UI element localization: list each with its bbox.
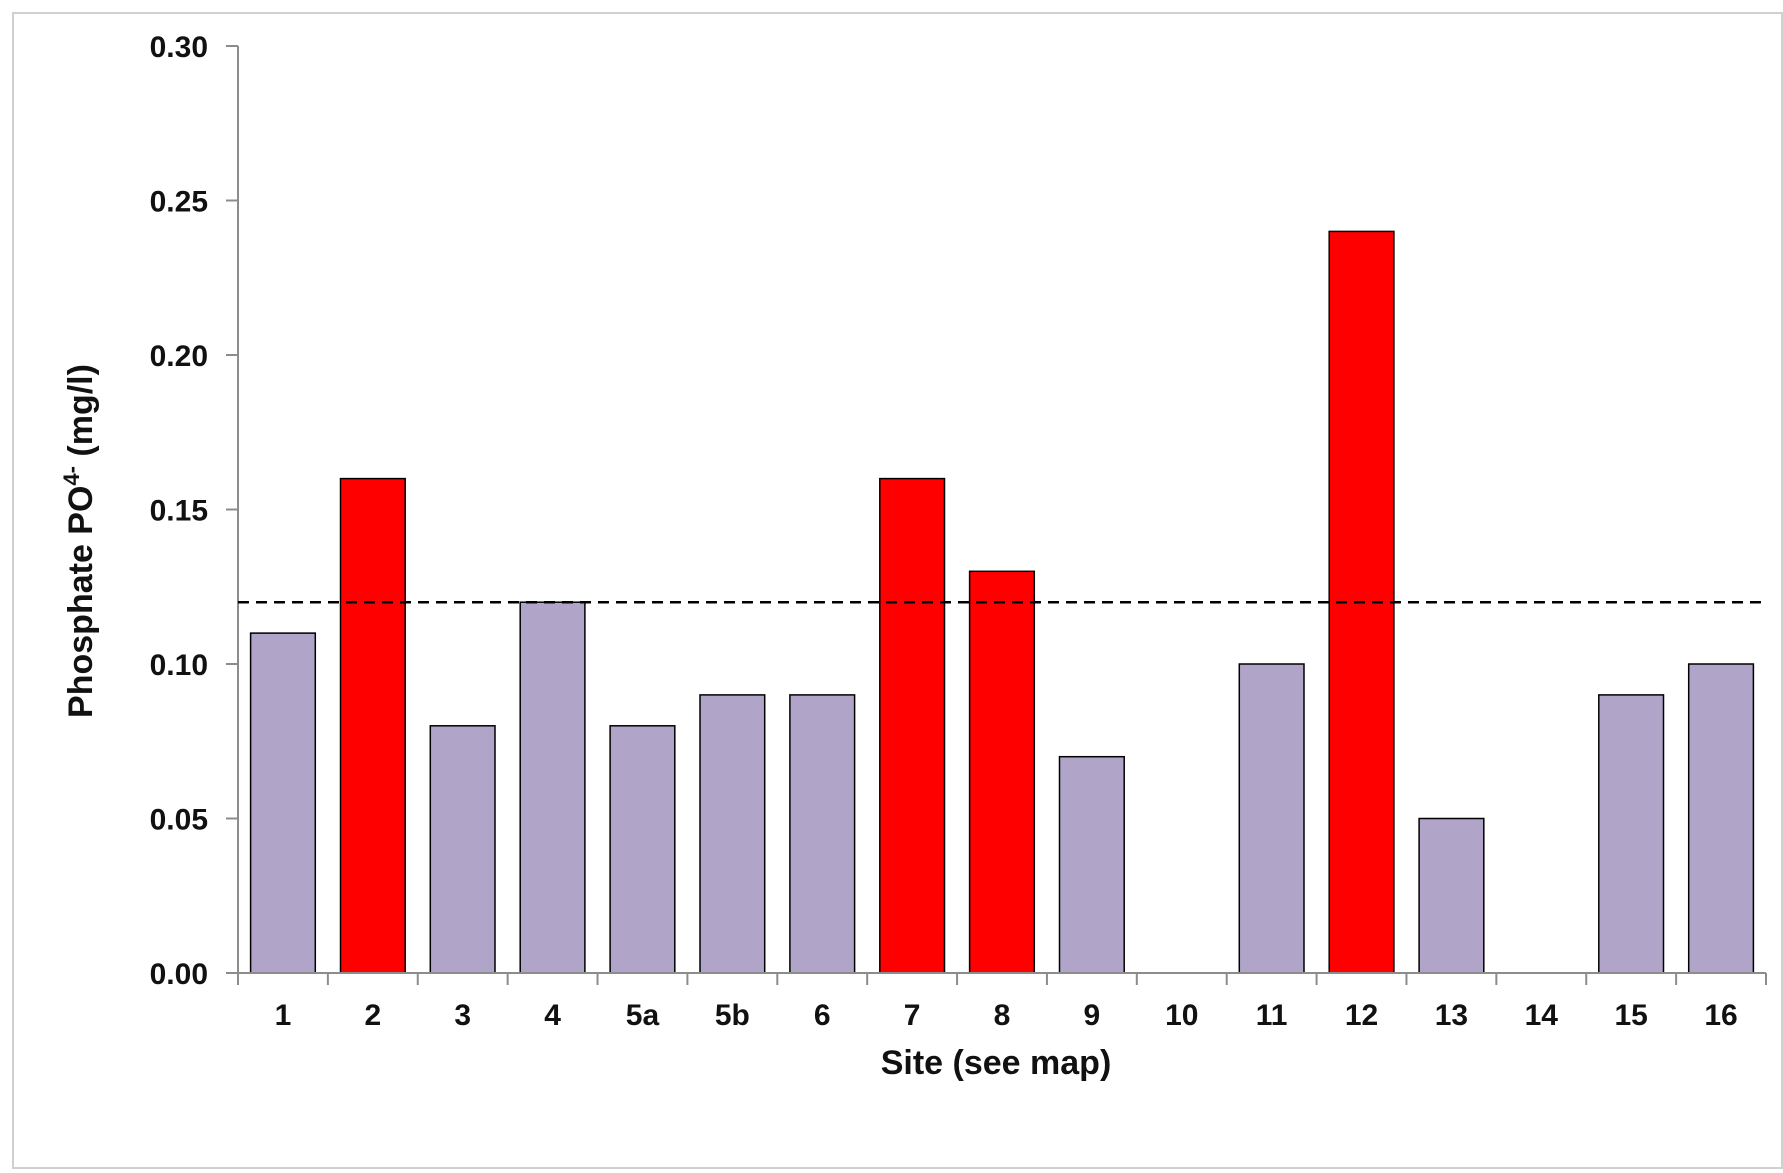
y-axis-title-unit: (mg/l) — [62, 364, 100, 466]
x-tick-label: 7 — [904, 999, 921, 1032]
bar-site-1 — [249, 632, 317, 974]
x-tick-label: 5b — [715, 999, 750, 1032]
bar-site-16 — [1687, 663, 1755, 974]
y-axis-title-superscript: 4- — [59, 466, 84, 486]
bar-site-3 — [429, 725, 496, 974]
bar-site-13 — [1418, 817, 1485, 974]
bars-layer — [249, 230, 1755, 974]
bar-site-9 — [1058, 755, 1125, 974]
x-tick-label: 10 — [1165, 999, 1198, 1032]
bar-site-5a — [609, 725, 676, 974]
y-tick-label: 0.25 — [150, 186, 208, 219]
x-tick-label: 6 — [814, 999, 831, 1032]
bar-site-11 — [1238, 663, 1305, 974]
x-tick-label: 3 — [454, 999, 471, 1032]
x-tick-label: 9 — [1084, 999, 1101, 1032]
bar-site-6 — [789, 694, 856, 974]
bar-site-5b — [699, 694, 766, 974]
y-tick-label: 0.30 — [150, 31, 208, 64]
x-tick-label: 12 — [1345, 999, 1378, 1032]
y-tick-label: 0.05 — [150, 804, 208, 837]
x-tick-label: 11 — [1256, 999, 1288, 1032]
y-tick-label: 0.00 — [150, 958, 208, 991]
y-tick-label: 0.15 — [150, 495, 208, 528]
x-tick-label: 8 — [994, 999, 1011, 1032]
x-tick-label: 4 — [544, 999, 561, 1032]
x-tick-label: 16 — [1704, 999, 1737, 1032]
x-tick-label: 14 — [1525, 999, 1559, 1032]
bar-site-4 — [519, 601, 586, 974]
bar-site-15 — [1598, 694, 1665, 974]
ticks-layer: 0.000.050.100.150.200.250.301 2 3 4 5a 5b 6 7 8 9… — [150, 31, 1767, 1032]
x-tick-label: 13 — [1435, 999, 1468, 1032]
y-tick-label: 0.20 — [150, 340, 208, 373]
x-tick-label: 1 — [275, 999, 292, 1032]
bar-site-2 — [339, 477, 406, 974]
y-tick-label: 0.10 — [150, 649, 208, 682]
y-axis-title-main: Phosphate PO — [62, 486, 100, 718]
x-axis-title: Site (see map) — [881, 1044, 1112, 1082]
bar-site-8 — [968, 570, 1036, 974]
y-axis-title: Phosphate PO4- (mg/l) — [59, 364, 100, 718]
x-tick-label: 15 — [1614, 999, 1647, 1032]
bar-site-7 — [879, 477, 946, 974]
x-tick-label: 2 — [364, 999, 381, 1032]
x-tick-label: 5a — [626, 999, 660, 1032]
